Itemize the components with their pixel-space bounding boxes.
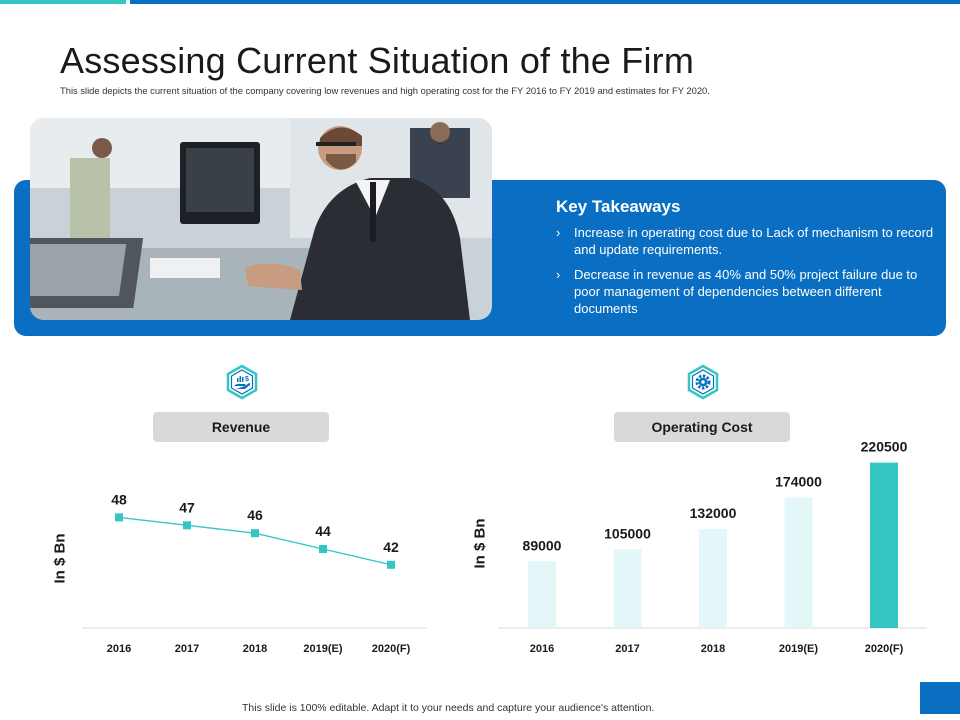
- cost-data-label: 220500: [861, 439, 908, 455]
- revenue-tick-label: 2017: [175, 643, 199, 655]
- revenue-tick-label: 2018: [243, 643, 267, 655]
- cost-data-label: 132000: [690, 505, 737, 521]
- cost-tick-label: 2020(F): [865, 643, 904, 655]
- revenue-tick-label: 2016: [107, 643, 131, 655]
- revenue-series-line: [118, 516, 392, 566]
- top-accent-bar-teal: [0, 0, 126, 4]
- revenue-data-label: 47: [179, 499, 195, 515]
- cost-bar: [528, 561, 556, 628]
- chevron-right-icon: ›: [556, 225, 561, 240]
- cost-bar: [699, 529, 727, 628]
- money-hand-icon: $: [224, 364, 260, 400]
- revenue-data-label: 42: [383, 539, 399, 555]
- footer-accent-box: [920, 682, 960, 714]
- revenue-data-point: [387, 560, 395, 569]
- revenue-label: Revenue: [153, 412, 329, 442]
- top-accent-bar-blue: [130, 0, 960, 4]
- list-item: › Increase in operating cost due to Lack…: [556, 224, 936, 258]
- revenue-data-label: 46: [247, 507, 263, 523]
- cost-bar: [784, 497, 813, 628]
- page-subtitle: This slide depicts the current situation…: [60, 85, 710, 96]
- cost-tick-label: 2019(E): [779, 643, 818, 655]
- revenue-line-chart: 48 2016 47 2017 46 2018 44 2019(E) 42 2020(F): [82, 491, 427, 655]
- chevron-right-icon: ›: [556, 267, 561, 282]
- cost-bar: [870, 462, 898, 628]
- revenue-data-label: 48: [111, 491, 127, 507]
- cost-data-label: 105000: [604, 525, 651, 541]
- list-item: › Decrease in revenue as 40% and 50% pro…: [556, 266, 936, 317]
- revenue-tick-label: 2020(F): [372, 643, 411, 655]
- revenue-data-point: [251, 529, 259, 538]
- key-takeaways-title: Key Takeaways: [556, 197, 681, 216]
- key-takeaways-list: › Increase in operating cost due to Lack…: [556, 224, 936, 325]
- page-title: Assessing Current Situation of the Firm: [60, 40, 695, 81]
- operating-cost-label: Operating Cost: [614, 412, 790, 442]
- footer-note: This slide is 100% editable. Adapt it to…: [242, 702, 655, 714]
- office-photo: [30, 118, 492, 320]
- cost-data-label: 89000: [523, 537, 562, 553]
- cost-data-label: 174000: [775, 474, 822, 490]
- cost-tick-label: 2017: [615, 643, 639, 655]
- svg-text:$: $: [245, 376, 249, 383]
- cost-tick-label: 2016: [530, 643, 554, 655]
- revenue-data-label: 44: [315, 523, 331, 539]
- revenue-data-point: [183, 521, 191, 530]
- revenue-tick-label: 2019(E): [303, 643, 342, 655]
- operating-cost-bar-chart: 89000 2016 105000 2017 132000 2018 174000 2019(…: [498, 439, 927, 655]
- cost-bar: [613, 549, 642, 628]
- gear-icon: [685, 364, 721, 400]
- takeaway-text: Decrease in revenue as 40% and 50% proje…: [574, 267, 918, 316]
- revenue-data-point: [319, 545, 327, 553]
- cost-tick-label: 2018: [701, 643, 725, 655]
- revenue-data-point: [115, 513, 123, 522]
- takeaway-text: Increase in operating cost due to Lack o…: [574, 225, 934, 257]
